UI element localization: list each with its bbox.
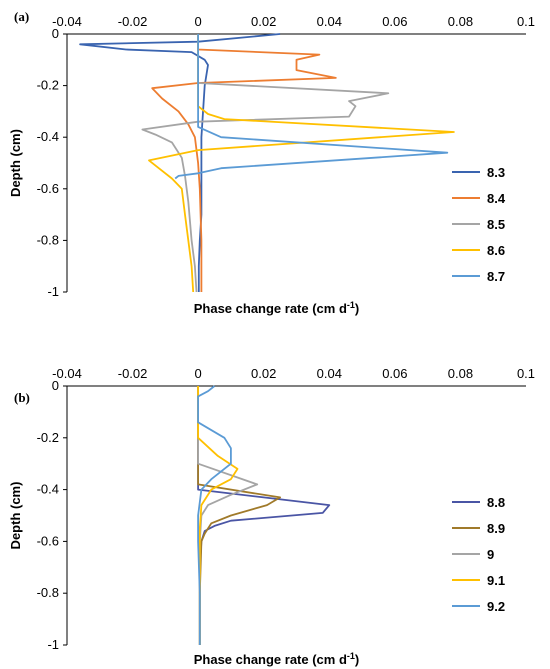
y-tick-label: 0	[52, 26, 59, 41]
legend-label: 8.8	[487, 495, 505, 510]
x-axis-title-main: Phase change rate (cm d	[194, 301, 347, 316]
legend-label: 8.9	[487, 521, 505, 536]
x-axis-title-main: Phase change rate (cm d	[194, 652, 347, 667]
y-axis-title: Depth (cm)	[8, 129, 23, 197]
x-tick-label: 0.06	[382, 14, 407, 29]
y-tick-label: -0.6	[37, 533, 59, 548]
x-tick-label: 0.08	[448, 14, 473, 29]
series-line-8.6	[148, 34, 455, 293]
series-line-8.8	[197, 386, 331, 645]
x-axis-title-end: )	[355, 301, 359, 316]
y-tick-label: -0.4	[37, 482, 59, 497]
x-tick-label: 0.04	[317, 366, 342, 381]
x-tick-label: 0.06	[382, 366, 407, 381]
y-tick-label: -0.2	[37, 78, 59, 93]
series-line-9.2	[197, 385, 232, 645]
series-line-8.9	[197, 386, 282, 645]
legend: 8.3 8.4 8.5 8.6 8.7	[452, 165, 506, 284]
chart-panel-2: (b) -0.04 -0.02 0 0.02 0.04 0.06 0.08 0.1 0 -0.2 -0…	[8, 366, 535, 667]
y-tick-label: -1	[47, 637, 59, 652]
y-tick-label: -1	[47, 284, 59, 299]
x-axis-title-end: )	[355, 652, 359, 667]
x-tick-label: 0.04	[317, 14, 342, 29]
x-tick-label: -0.04	[52, 366, 82, 381]
series-line-8.3	[79, 33, 281, 292]
y-tick-label: -0.6	[37, 181, 59, 196]
series-line-9	[197, 386, 259, 645]
legend-label: 8.7	[487, 269, 505, 284]
x-tick-label: -0.04	[52, 14, 82, 29]
x-tick-label: 0.1	[517, 366, 535, 381]
legend-label: 8.6	[487, 243, 505, 258]
x-axis-title: Phase change rate (cm d-1)	[194, 300, 360, 316]
legend-label: 9.1	[487, 573, 505, 588]
series-line-8.7	[174, 34, 449, 180]
series-line-8.5	[141, 34, 390, 293]
x-tick-label: 0.1	[517, 14, 535, 29]
panel-label: (b)	[14, 390, 30, 405]
chart-panel-1: (a) -0.04 -0.02 0 0.02 0.04 0.06 0.08 0.1 0 -0.2 -0…	[8, 9, 535, 316]
series-line-8.4	[151, 34, 337, 292]
series-line-9.1	[197, 386, 239, 645]
legend-label: 8.4	[487, 191, 506, 206]
x-tick-label: -0.02	[118, 14, 148, 29]
x-tick-label: 0.08	[448, 366, 473, 381]
x-tick-label: 0.02	[251, 14, 276, 29]
y-axis-title: Depth (cm)	[8, 482, 23, 550]
x-tick-label: 0	[195, 366, 202, 381]
x-tick-label: 0.02	[251, 366, 276, 381]
x-axis-title: Phase change rate (cm d-1)	[194, 651, 360, 667]
x-axis-title-superscript: -1	[347, 300, 355, 310]
legend-label: 9	[487, 547, 494, 562]
y-tick-label: -0.8	[37, 585, 59, 600]
y-tick-label: 0	[52, 378, 59, 393]
x-tick-label: -0.02	[118, 366, 148, 381]
legend-label: 8.5	[487, 217, 505, 232]
x-tick-label: 0	[195, 14, 202, 29]
legend-label: 8.3	[487, 165, 505, 180]
y-tick-label: -0.8	[37, 232, 59, 247]
legend: 8.8 8.9 9 9.1 9.2	[452, 495, 505, 614]
y-tick-label: -0.4	[37, 129, 59, 144]
panel-label: (a)	[14, 9, 29, 24]
y-tick-label: -0.2	[37, 430, 59, 445]
x-axis-title-superscript: -1	[347, 651, 355, 661]
legend-label: 9.2	[487, 599, 505, 614]
